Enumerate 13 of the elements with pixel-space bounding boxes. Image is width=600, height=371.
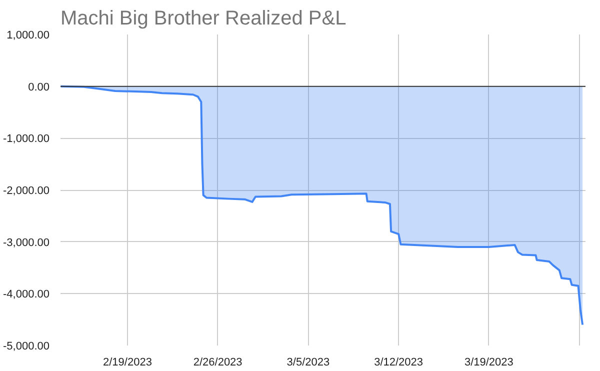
x-tick-label: 3/12/2023 — [374, 356, 424, 368]
y-tick-label: -4,000.00 — [3, 288, 50, 301]
y-tick-label: -2,000.00 — [3, 185, 50, 197]
y-tick-label: -1,000.00 — [3, 133, 50, 146]
x-tick-label: 2/26/2023 — [193, 356, 242, 368]
y-tick-label: -3,000.00 — [3, 236, 50, 249]
y-tick-label: 0.00 — [28, 81, 50, 94]
x-tick-label: 3/19/2023 — [464, 356, 514, 368]
chart-title: Machi Big Brother Realized P&L — [60, 8, 346, 30]
y-tick-label: 1,000.00 — [6, 30, 50, 42]
y-tick-label: -5,000.00 — [3, 340, 50, 352]
x-tick-label: 3/5/2023 — [286, 356, 330, 368]
x-tick-label: 2/19/2023 — [103, 356, 152, 368]
